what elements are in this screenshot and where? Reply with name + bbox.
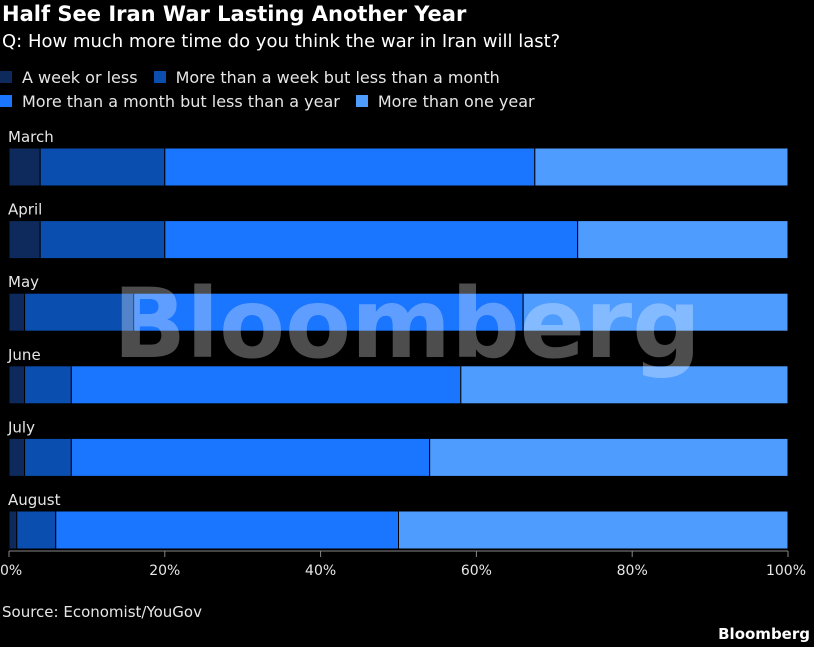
x-tick-label: 40% <box>305 563 336 579</box>
legend-item-year: More than a month but less than a year <box>0 90 340 112</box>
legend-item-month: More than a week but less than a month <box>153 66 500 88</box>
bar-segment <box>8 437 26 477</box>
stacked-bar-chart: March April May June July August 0% 20% 40% 60% 80… <box>0 128 806 579</box>
x-tick-label: 0% <box>0 563 22 579</box>
bar-segment <box>577 220 789 260</box>
legend-row-1: A week or less More than a week but less… <box>0 66 800 88</box>
legend-swatch-more-than-year <box>355 95 368 107</box>
bar-segment <box>522 292 789 332</box>
legend-label-week: A week or less <box>22 67 138 87</box>
category-label: June <box>7 346 41 364</box>
bar-segment <box>164 220 579 260</box>
x-tick-label: 60% <box>461 563 492 579</box>
legend-item-week: A week or less <box>0 66 138 88</box>
category-label: March <box>8 128 54 146</box>
bar-segment <box>398 510 789 550</box>
bar-segment <box>8 510 18 550</box>
legend: A week or less More than a week but less… <box>0 66 800 114</box>
bar-segment <box>70 365 462 405</box>
legend-swatch-week <box>0 71 12 83</box>
category-label: July <box>7 418 35 436</box>
bar-segment <box>24 365 72 405</box>
watermark: Bloomberg <box>113 268 701 380</box>
category-label: April <box>8 201 42 219</box>
brand-logo: Bloomberg <box>718 625 810 643</box>
legend-swatch-year <box>0 95 12 107</box>
category-label: August <box>8 491 61 509</box>
legend-item-more-than-year: More than one year <box>355 90 535 112</box>
bar-segment <box>24 292 135 332</box>
legend-label-year: More than a month but less than a year <box>22 91 340 111</box>
legend-label-month: More than a week but less than a month <box>175 67 500 87</box>
bar-segment <box>8 292 26 332</box>
bar-segment <box>55 510 400 550</box>
bar-segment <box>8 147 41 187</box>
legend-row-2: More than a month but less than a year M… <box>0 90 800 112</box>
bar-segment <box>534 147 789 187</box>
bar-segment <box>133 292 524 332</box>
bar-segment <box>460 365 789 405</box>
legend-label-more-than-year: More than one year <box>377 91 535 111</box>
x-tick-label: 20% <box>149 563 180 579</box>
bar-segment <box>429 437 789 477</box>
source-note: Source: Economist/YouGov <box>2 603 202 621</box>
legend-swatch-month <box>153 71 166 83</box>
bar-segment <box>164 147 536 187</box>
bar-segment <box>39 220 166 260</box>
bar-segment <box>16 510 57 550</box>
bar-segment <box>24 437 72 477</box>
x-tick-label: 80% <box>617 563 648 579</box>
bar-segment <box>70 437 431 477</box>
bar-segment <box>39 147 166 187</box>
bar-segment <box>8 220 41 260</box>
bar-segment <box>8 365 26 405</box>
chart-title: Half See Iran War Lasting Another Year <box>2 2 467 26</box>
category-label: May <box>8 273 39 291</box>
x-tick-label: 100% <box>766 563 806 579</box>
chart-subtitle: Q: How much more time do you think the w… <box>2 31 561 52</box>
